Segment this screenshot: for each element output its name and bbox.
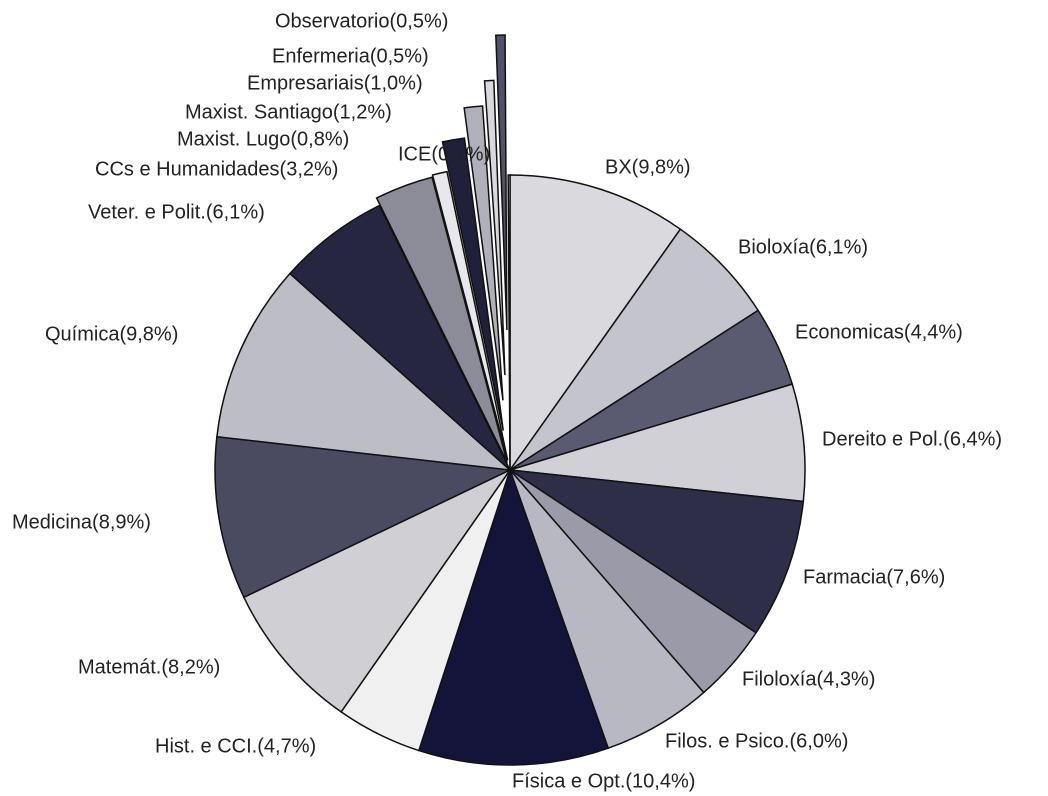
pie-slice: [509, 469, 805, 634]
pie-slice: [507, 174, 511, 471]
slice-label: Veter. e Polit.(6,1%): [88, 201, 265, 223]
slice-label: Observatorio(0,5%): [275, 10, 448, 32]
pie-slice: [463, 105, 504, 401]
slice-label: Enfermeria(0,5%): [272, 45, 429, 67]
pie-slice: [417, 467, 610, 766]
pie-slice: [431, 170, 509, 461]
slice-label: Física e Opt.(10,4%): [512, 770, 695, 792]
slice-label: Bioloxía(6,1%): [738, 236, 868, 258]
slice-label: Dereito e Pol.(6,4%): [822, 428, 1002, 450]
slice-label: Filos. e Psico.(6,0%): [665, 730, 848, 752]
slice-label: ICE(0,1%): [398, 143, 490, 165]
slice-label: Economicas(4,4%): [795, 321, 963, 343]
pie-slice: [375, 176, 508, 463]
pie-slice: [495, 34, 508, 331]
pie-slice: [216, 272, 513, 472]
slice-label: BX(9,8%): [605, 156, 691, 178]
slice-label: Farmacia(7,6%): [803, 566, 945, 588]
pie-slice: [288, 204, 511, 471]
pie-slice: [441, 137, 504, 431]
slice-label: Hist. e CCI.(4,7%): [155, 735, 316, 757]
slice-label: Química(9,8%): [45, 323, 178, 345]
pie-slice: [509, 383, 806, 503]
slice-label: Medicina(8,9%): [12, 511, 151, 533]
slice-label: Matemát.(8,2%): [78, 656, 220, 678]
slice-label: CCs e Humanidades(3,2%): [95, 158, 338, 180]
pie-slice: [509, 174, 682, 473]
slice-label: Maxist. Lugo(0,8%): [177, 128, 349, 150]
pie-slice: [214, 435, 513, 599]
pie-slice: [483, 79, 506, 376]
slice-label: Maxist. Santiago(1,2%): [185, 101, 392, 123]
slice-label: Empresariais(1,0%): [247, 72, 423, 94]
pie-slice: [242, 468, 513, 713]
slice-label: Filoloxía(4,3%): [742, 668, 875, 690]
